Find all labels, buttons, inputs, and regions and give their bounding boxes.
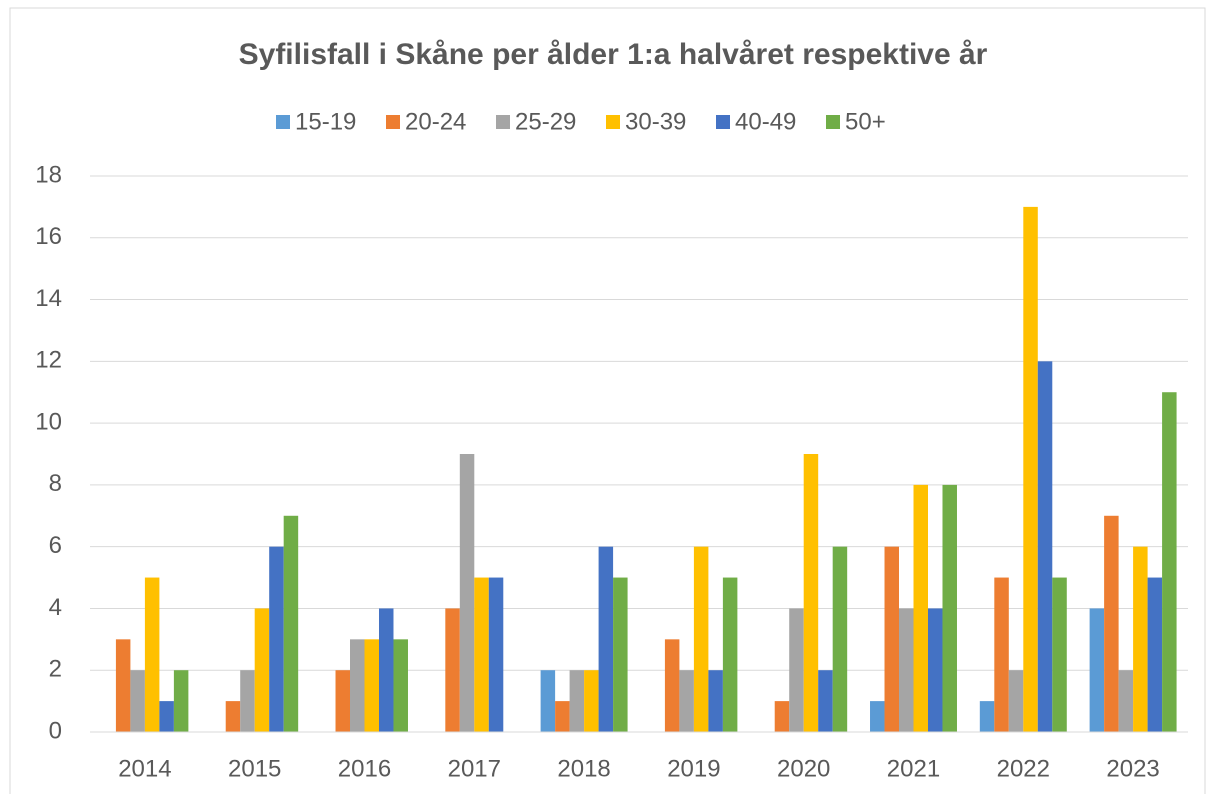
- bar: [1162, 392, 1177, 732]
- x-tick-label: 2019: [667, 755, 720, 782]
- bar: [942, 484, 957, 732]
- legend-label: 15-19: [295, 108, 356, 135]
- bar: [130, 670, 145, 732]
- bar: [269, 546, 284, 732]
- bar: [540, 670, 556, 732]
- legend-swatch: [386, 115, 400, 129]
- bar: [1008, 670, 1024, 732]
- bar: [664, 639, 680, 732]
- bar: [913, 484, 928, 732]
- bar: [774, 701, 790, 732]
- legend-swatch: [716, 115, 730, 129]
- bar: [115, 639, 131, 732]
- bar: [832, 546, 848, 732]
- y-tick-label: 2: [49, 656, 62, 683]
- y-tick-label: 18: [35, 161, 62, 188]
- legend-label: 40-49: [735, 108, 796, 135]
- bar: [364, 639, 379, 732]
- legend-label: 25-29: [515, 108, 576, 135]
- legend-swatch: [276, 115, 290, 129]
- x-tick-label: 2015: [228, 755, 281, 782]
- bar: [1089, 608, 1105, 732]
- bar: [870, 701, 885, 732]
- bar: [555, 701, 570, 732]
- bar: [899, 608, 914, 732]
- x-tick-label: 2021: [887, 755, 940, 782]
- x-tick-label: 2017: [448, 755, 501, 782]
- bar: [393, 639, 408, 732]
- bar: [979, 701, 995, 732]
- bar: [1023, 206, 1038, 732]
- legend-label: 30-39: [625, 108, 686, 135]
- bar: [722, 577, 738, 732]
- bar: [1104, 515, 1119, 732]
- y-tick-label: 12: [35, 347, 62, 374]
- y-tick-label: 16: [35, 223, 62, 250]
- legend-swatch: [606, 115, 620, 129]
- bar: [584, 670, 599, 732]
- x-tick-label: 2020: [777, 755, 830, 782]
- bar: [378, 608, 394, 732]
- bar: [173, 670, 189, 732]
- x-tick-label: 2014: [118, 755, 171, 782]
- bar: [159, 701, 174, 732]
- bar: [459, 454, 475, 732]
- y-tick-label: 8: [49, 470, 62, 497]
- bar: [994, 577, 1009, 732]
- bar: [1052, 577, 1067, 732]
- x-tick-label: 2018: [557, 755, 610, 782]
- x-tick-label: 2016: [338, 755, 391, 782]
- bar: [693, 546, 709, 732]
- bar: [254, 608, 270, 732]
- bar: [1118, 670, 1134, 732]
- bar: [240, 670, 255, 732]
- bar: [1147, 577, 1163, 732]
- bar: [474, 577, 489, 732]
- bar: [789, 608, 804, 732]
- bar: [1037, 361, 1053, 732]
- bar: [283, 515, 299, 732]
- legend-label: 50+: [845, 108, 886, 135]
- bar: [803, 454, 819, 732]
- bar: [884, 546, 900, 732]
- y-tick-label: 14: [35, 285, 62, 312]
- legend-swatch: [826, 115, 840, 129]
- bar: [445, 608, 460, 732]
- bar: [335, 670, 351, 732]
- y-tick-label: 6: [49, 532, 62, 559]
- legend-swatch: [496, 115, 510, 129]
- y-tick-label: 4: [49, 594, 62, 621]
- bar: [598, 546, 614, 732]
- bar: [679, 670, 694, 732]
- bar: [1133, 546, 1148, 732]
- bar: [818, 670, 833, 732]
- bar: [350, 639, 365, 732]
- y-tick-label: 10: [35, 408, 62, 435]
- bar: [708, 670, 723, 732]
- x-tick-label: 2022: [997, 755, 1050, 782]
- bar: [927, 608, 943, 732]
- bar: [569, 670, 585, 732]
- bar: [225, 701, 241, 732]
- bar: [144, 577, 160, 732]
- bar: [613, 577, 628, 732]
- chart-title: Syfilisfall i Skåne per ålder 1:a halvår…: [239, 38, 988, 71]
- y-tick-label: 0: [49, 717, 62, 744]
- x-tick-label: 2023: [1106, 755, 1159, 782]
- bar: [488, 577, 504, 732]
- legend-label: 20-24: [405, 108, 466, 135]
